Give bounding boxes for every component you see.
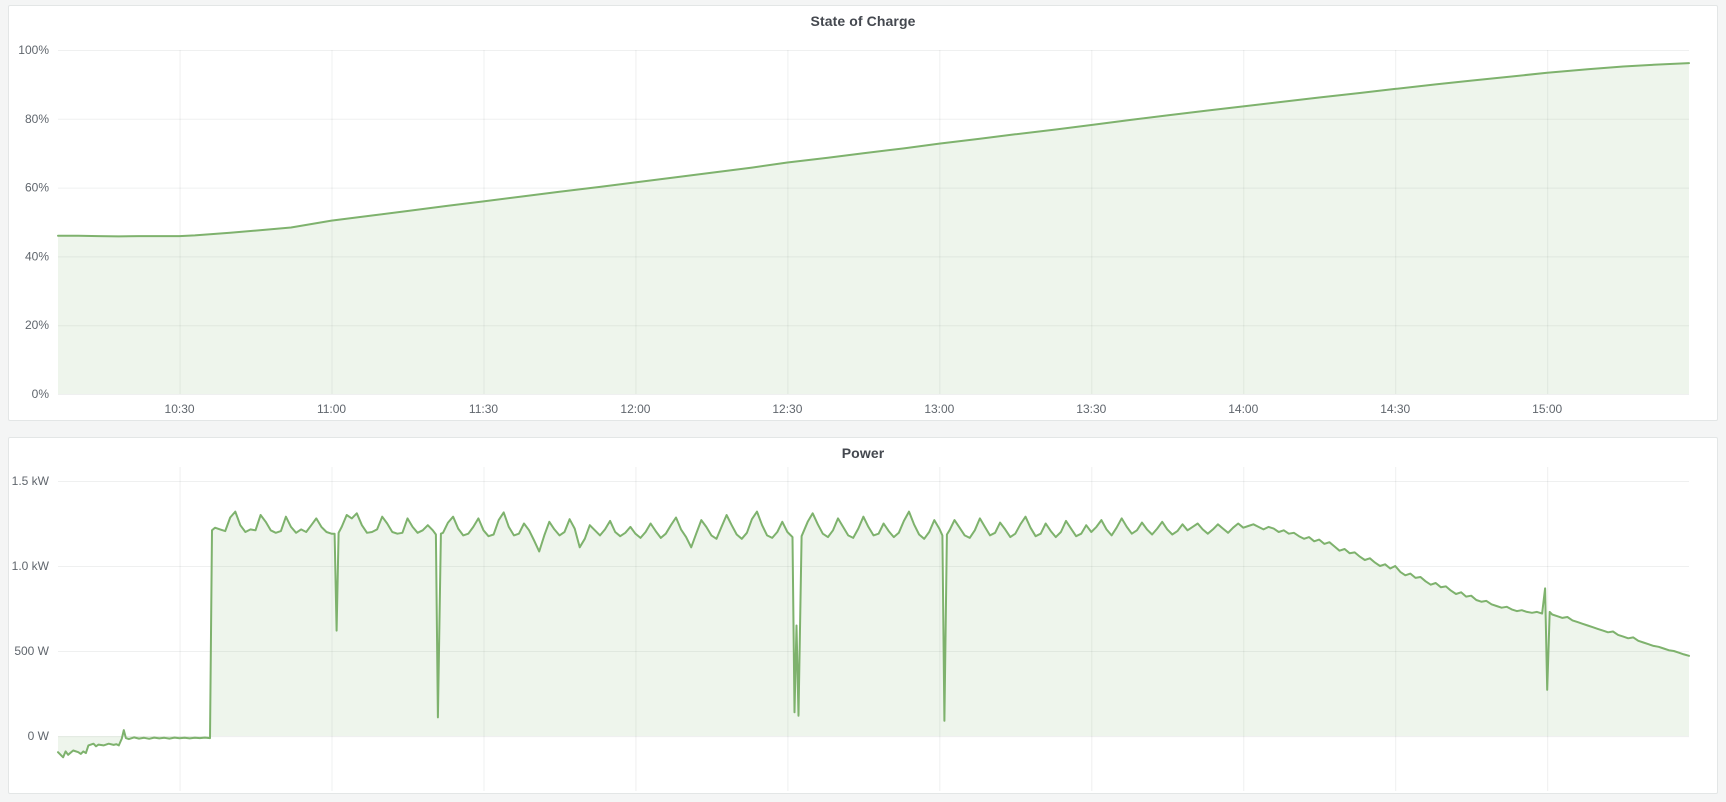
soc-panel-title: State of Charge <box>810 13 916 29</box>
power-chart[interactable]: 0 W 500 W 1.0 kW 1.5 kW <box>9 438 1717 793</box>
y-tick-label: 100% <box>18 43 49 57</box>
x-tick-label: 10:30 <box>165 402 195 416</box>
y-tick-label: 60% <box>25 181 49 195</box>
panel-state-of-charge: State of Charge 0% 20% 40% 60% 80% 100% 10:30 1… <box>8 5 1718 421</box>
y-tick-label: 1.5 kW <box>12 474 50 488</box>
y-tick-label: 80% <box>25 112 49 126</box>
x-tick-label: 15:00 <box>1532 402 1562 416</box>
x-tick-label: 14:30 <box>1380 402 1410 416</box>
y-tick-label: 500 W <box>14 644 49 658</box>
grid-lines <box>58 50 1689 395</box>
axis-tick-labels: 0 W 500 W 1.0 kW 1.5 kW <box>12 474 50 743</box>
x-tick-label: 11:00 <box>317 402 346 416</box>
series-fill <box>58 511 1689 758</box>
series-line <box>57 62 1690 238</box>
series-fill <box>58 63 1689 394</box>
x-tick-label: 12:00 <box>620 402 650 416</box>
y-tick-label: 20% <box>25 318 49 332</box>
y-tick-label: 40% <box>25 249 49 263</box>
x-tick-label: 11:30 <box>469 402 498 416</box>
power-panel-title: Power <box>841 445 885 461</box>
y-tick-label: 0 W <box>28 729 50 743</box>
y-tick-label: 0% <box>32 387 50 401</box>
axis-tick-labels: 0% 20% 40% 60% 80% 100% 10:30 11:00 11:30 12:00 12… <box>18 43 1562 416</box>
x-tick-label: 13:30 <box>1076 402 1106 416</box>
y-tick-label: 1.0 kW <box>12 559 50 573</box>
series-line <box>57 510 1690 759</box>
panel-power: Power 0 W 500 W 1.0 kW 1.5 kW <box>8 437 1718 794</box>
state-of-charge-chart[interactable]: 0% 20% 40% 60% 80% 100% 10:30 11:00 11:30 12:00 12… <box>9 6 1717 420</box>
x-tick-label: 14:00 <box>1228 402 1258 416</box>
x-tick-label: 13:00 <box>924 402 954 416</box>
x-tick-label: 12:30 <box>772 402 802 416</box>
grid-lines <box>58 467 1689 791</box>
